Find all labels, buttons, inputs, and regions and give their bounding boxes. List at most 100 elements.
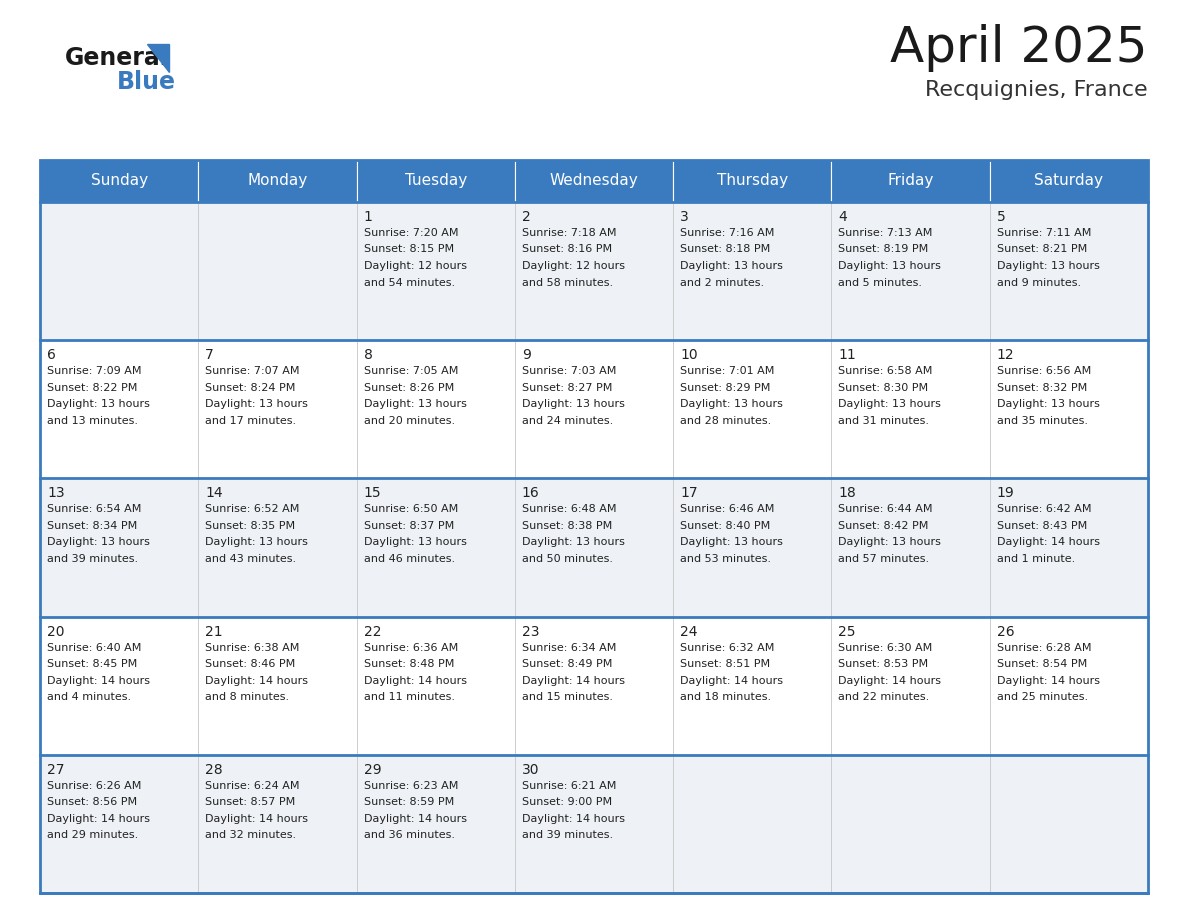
- Text: Sunset: 8:54 PM: Sunset: 8:54 PM: [997, 659, 1087, 669]
- Text: and 31 minutes.: and 31 minutes.: [839, 416, 929, 426]
- Text: Sunset: 8:56 PM: Sunset: 8:56 PM: [48, 798, 137, 807]
- Text: Sunrise: 7:01 AM: Sunrise: 7:01 AM: [681, 366, 775, 376]
- Text: Daylight: 13 hours: Daylight: 13 hours: [839, 537, 941, 547]
- Text: 5: 5: [997, 210, 1005, 224]
- Text: Sunrise: 6:42 AM: Sunrise: 6:42 AM: [997, 504, 1092, 514]
- Text: Daylight: 13 hours: Daylight: 13 hours: [681, 537, 783, 547]
- Text: Sunrise: 6:40 AM: Sunrise: 6:40 AM: [48, 643, 141, 653]
- Bar: [356, 202, 514, 341]
- Text: Sunset: 8:42 PM: Sunset: 8:42 PM: [839, 521, 929, 531]
- Text: Sunrise: 7:11 AM: Sunrise: 7:11 AM: [997, 228, 1091, 238]
- Text: 21: 21: [206, 624, 223, 639]
- Text: Sunset: 8:22 PM: Sunset: 8:22 PM: [48, 383, 138, 393]
- Text: Sunset: 8:29 PM: Sunset: 8:29 PM: [681, 383, 771, 393]
- Text: Daylight: 13 hours: Daylight: 13 hours: [206, 537, 308, 547]
- Text: Sunrise: 6:50 AM: Sunrise: 6:50 AM: [364, 504, 457, 514]
- Text: Sunset: 8:27 PM: Sunset: 8:27 PM: [522, 383, 612, 393]
- Text: Daylight: 14 hours: Daylight: 14 hours: [48, 676, 150, 686]
- Text: 15: 15: [364, 487, 381, 500]
- Text: Sunset: 8:26 PM: Sunset: 8:26 PM: [364, 383, 454, 393]
- Text: Friday: Friday: [887, 174, 934, 188]
- Text: Sunrise: 6:24 AM: Sunrise: 6:24 AM: [206, 781, 299, 790]
- Text: General: General: [65, 46, 169, 70]
- Text: and 2 minutes.: and 2 minutes.: [681, 277, 764, 287]
- Text: 29: 29: [364, 763, 381, 777]
- Bar: [674, 341, 832, 478]
- Text: Sunset: 8:32 PM: Sunset: 8:32 PM: [997, 383, 1087, 393]
- Text: Sunset: 8:16 PM: Sunset: 8:16 PM: [522, 244, 612, 254]
- Text: and 57 minutes.: and 57 minutes.: [839, 554, 929, 564]
- Text: Sunrise: 7:18 AM: Sunrise: 7:18 AM: [522, 228, 617, 238]
- Text: and 36 minutes.: and 36 minutes.: [364, 830, 455, 840]
- Bar: [674, 755, 832, 893]
- Text: 8: 8: [364, 348, 373, 363]
- Text: Sunrise: 6:26 AM: Sunrise: 6:26 AM: [48, 781, 141, 790]
- Text: Sunset: 8:53 PM: Sunset: 8:53 PM: [839, 659, 929, 669]
- Text: and 39 minutes.: and 39 minutes.: [48, 554, 138, 564]
- Text: Daylight: 13 hours: Daylight: 13 hours: [48, 537, 150, 547]
- Text: Sunrise: 6:21 AM: Sunrise: 6:21 AM: [522, 781, 617, 790]
- Text: and 32 minutes.: and 32 minutes.: [206, 830, 297, 840]
- Bar: [198, 202, 356, 341]
- Text: Sunset: 8:38 PM: Sunset: 8:38 PM: [522, 521, 612, 531]
- Text: Daylight: 14 hours: Daylight: 14 hours: [364, 813, 467, 823]
- Bar: [356, 160, 514, 202]
- Text: and 5 minutes.: and 5 minutes.: [839, 277, 922, 287]
- Text: Daylight: 14 hours: Daylight: 14 hours: [997, 676, 1100, 686]
- Bar: [198, 617, 356, 755]
- Text: Tuesday: Tuesday: [405, 174, 467, 188]
- Text: 24: 24: [681, 624, 697, 639]
- Text: Sunrise: 7:16 AM: Sunrise: 7:16 AM: [681, 228, 775, 238]
- Text: and 50 minutes.: and 50 minutes.: [522, 554, 613, 564]
- Text: 9: 9: [522, 348, 531, 363]
- Bar: [198, 755, 356, 893]
- Text: Sunrise: 7:07 AM: Sunrise: 7:07 AM: [206, 366, 299, 376]
- Bar: [832, 202, 990, 341]
- Text: Saturday: Saturday: [1035, 174, 1104, 188]
- Text: and 17 minutes.: and 17 minutes.: [206, 416, 297, 426]
- Text: 23: 23: [522, 624, 539, 639]
- Bar: [40, 341, 198, 478]
- Text: Sunset: 8:15 PM: Sunset: 8:15 PM: [364, 244, 454, 254]
- Text: 12: 12: [997, 348, 1015, 363]
- Text: and 46 minutes.: and 46 minutes.: [364, 554, 455, 564]
- Text: Daylight: 13 hours: Daylight: 13 hours: [681, 261, 783, 271]
- Text: 14: 14: [206, 487, 223, 500]
- Text: Daylight: 14 hours: Daylight: 14 hours: [839, 676, 941, 686]
- Text: Daylight: 12 hours: Daylight: 12 hours: [364, 261, 467, 271]
- Text: Sunrise: 6:48 AM: Sunrise: 6:48 AM: [522, 504, 617, 514]
- Text: Monday: Monday: [247, 174, 308, 188]
- Text: Daylight: 14 hours: Daylight: 14 hours: [206, 676, 308, 686]
- Text: Sunrise: 6:52 AM: Sunrise: 6:52 AM: [206, 504, 299, 514]
- Text: and 9 minutes.: and 9 minutes.: [997, 277, 1081, 287]
- Text: Sunrise: 6:34 AM: Sunrise: 6:34 AM: [522, 643, 617, 653]
- Text: Blue: Blue: [116, 70, 176, 94]
- Text: 22: 22: [364, 624, 381, 639]
- Text: Sunset: 8:21 PM: Sunset: 8:21 PM: [997, 244, 1087, 254]
- Text: and 54 minutes.: and 54 minutes.: [364, 277, 455, 287]
- Bar: [674, 478, 832, 617]
- Text: 11: 11: [839, 348, 857, 363]
- Text: and 8 minutes.: and 8 minutes.: [206, 692, 290, 702]
- Text: 30: 30: [522, 763, 539, 777]
- Text: 16: 16: [522, 487, 539, 500]
- Text: and 28 minutes.: and 28 minutes.: [681, 416, 771, 426]
- Text: Daylight: 13 hours: Daylight: 13 hours: [206, 399, 308, 409]
- Text: 25: 25: [839, 624, 855, 639]
- Text: 10: 10: [681, 348, 697, 363]
- Text: Sunset: 8:45 PM: Sunset: 8:45 PM: [48, 659, 138, 669]
- Text: and 15 minutes.: and 15 minutes.: [522, 692, 613, 702]
- Bar: [40, 617, 198, 755]
- Bar: [990, 755, 1148, 893]
- Text: Sunrise: 7:05 AM: Sunrise: 7:05 AM: [364, 366, 457, 376]
- Bar: [990, 202, 1148, 341]
- Text: Sunrise: 7:09 AM: Sunrise: 7:09 AM: [48, 366, 141, 376]
- Text: 7: 7: [206, 348, 214, 363]
- Text: Daylight: 14 hours: Daylight: 14 hours: [364, 676, 467, 686]
- Text: Sunrise: 6:46 AM: Sunrise: 6:46 AM: [681, 504, 775, 514]
- Text: Sunrise: 7:20 AM: Sunrise: 7:20 AM: [364, 228, 459, 238]
- Text: and 4 minutes.: and 4 minutes.: [48, 692, 131, 702]
- Text: and 13 minutes.: and 13 minutes.: [48, 416, 138, 426]
- Text: Sunday: Sunday: [90, 174, 147, 188]
- Text: Daylight: 14 hours: Daylight: 14 hours: [681, 676, 783, 686]
